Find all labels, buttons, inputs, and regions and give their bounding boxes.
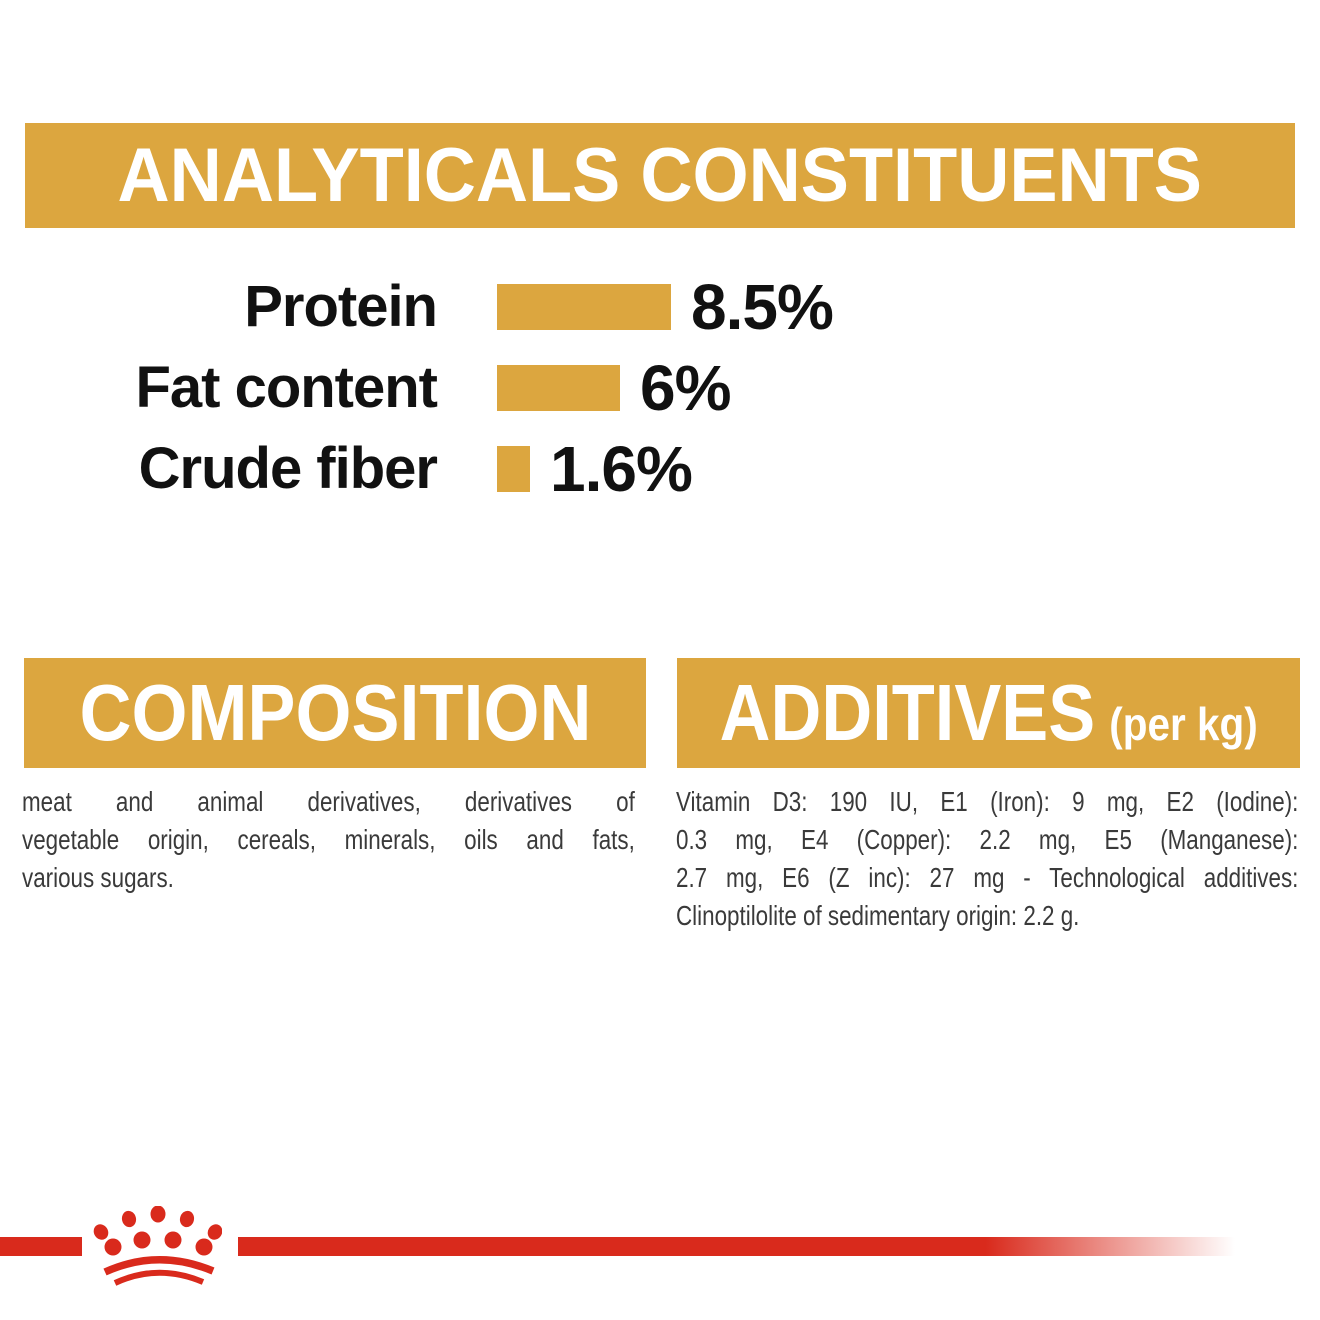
footer-red-line-right: [238, 1237, 1235, 1256]
chart-category-label: Protein: [244, 274, 438, 339]
composition-text: meat and animal derivatives, derivatives…: [22, 783, 635, 897]
text-line: Vitamin D3: 190 IU, E1 (Iron): 9 mg, E2 …: [676, 786, 1299, 817]
analyticals-constituents-banner: ANALYTICALS CONSTITUENTS: [25, 123, 1295, 228]
text-line: meat and animal derivatives, derivatives…: [22, 786, 635, 817]
additives-title-row: ADDITIVES (per kg): [719, 667, 1257, 759]
text-line: vegetable origin, cereals, minerals, oil…: [22, 824, 635, 855]
text-line: 0.3 mg, E4 (Copper): 2.2 mg, E5 (Mangane…: [676, 824, 1299, 855]
chart-category-label: Crude fiber: [138, 436, 438, 501]
additives-per-kg-label: (per kg): [1109, 698, 1258, 750]
chart-row: Fat content 6%: [0, 347, 1320, 428]
chart-row: Protein 8.5%: [0, 266, 1320, 347]
chart-category-label: Fat content: [135, 355, 438, 420]
additives-text: Vitamin D3: 190 IU, E1 (Iron): 9 mg, E2 …: [676, 783, 1298, 935]
chart-value-label: 6%: [640, 351, 731, 424]
royal-canin-crown-icon: [93, 1206, 222, 1286]
text-line: 2.7 mg, E6 (Z inc): 27 mg - Technologica…: [676, 862, 1299, 893]
chart-bar: [497, 445, 530, 492]
chart-row: Crude fiber 1.6%: [0, 428, 1320, 509]
analyticals-constituents-title: ANALYTICALS CONSTITUENTS: [117, 133, 1203, 218]
text-line: Clinoptilolite of sedimentary origin: 2.…: [676, 900, 1080, 931]
chart-value-label: 1.6%: [550, 432, 693, 505]
text-line: various sugars.: [22, 862, 174, 893]
additives-banner: ADDITIVES (per kg): [677, 658, 1300, 768]
composition-title: COMPOSITION: [78, 668, 592, 757]
additives-title: ADDITIVES: [719, 668, 1095, 757]
chart-value-label: 8.5%: [691, 270, 834, 343]
chart-bar: [497, 283, 671, 330]
chart-bar: [497, 364, 620, 411]
footer-red-line-left: [0, 1237, 82, 1256]
constituents-bar-chart: Protein 8.5% Fat content 6% Crude fiber 1.6%: [0, 266, 1320, 509]
composition-banner: COMPOSITION: [24, 658, 646, 768]
